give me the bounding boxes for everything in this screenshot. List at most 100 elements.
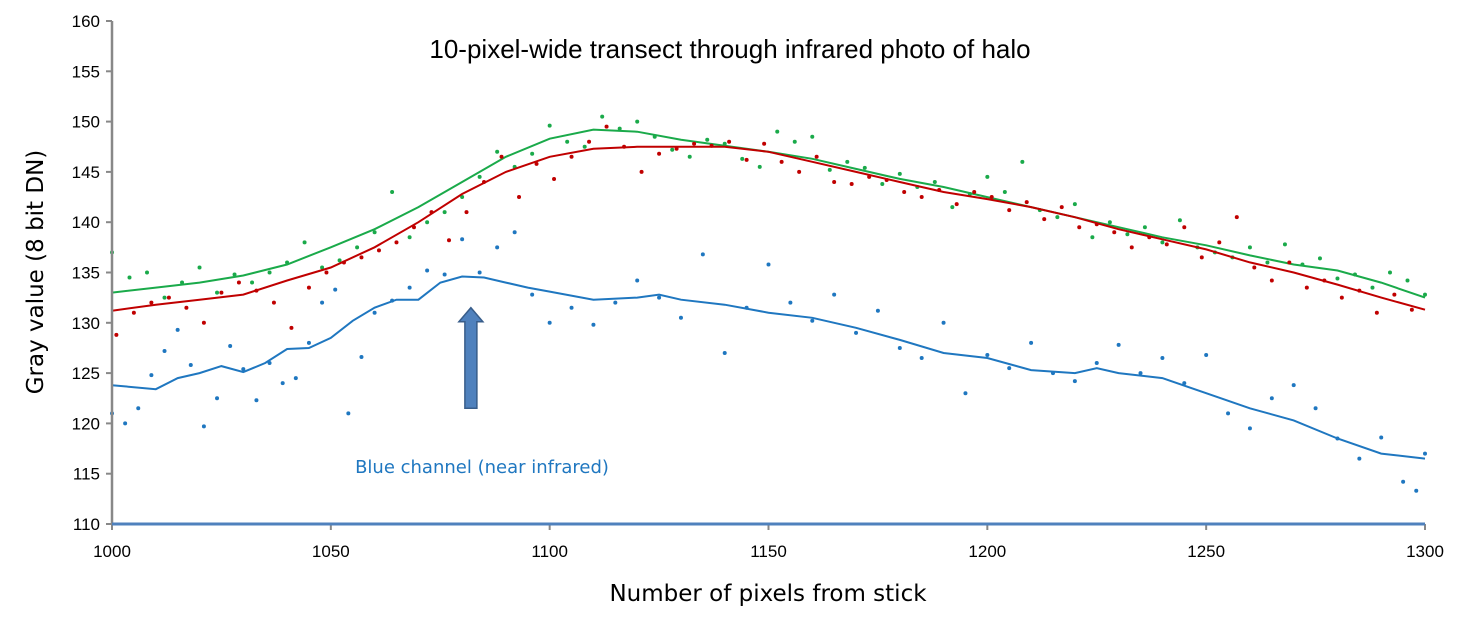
red-point <box>1409 307 1414 312</box>
green-point <box>477 174 482 179</box>
red-point <box>236 280 241 285</box>
red-point <box>1077 225 1082 230</box>
red-point <box>394 240 399 245</box>
x-tick-label: 1200 <box>968 542 1006 561</box>
red-point <box>447 238 452 243</box>
blue-point <box>320 300 325 305</box>
red-point <box>166 295 171 300</box>
green-point <box>1335 276 1340 281</box>
blue-point <box>346 411 351 416</box>
y-tick-label: 145 <box>72 163 100 182</box>
x-tick-label: 1050 <box>312 542 350 561</box>
red-point <box>972 190 977 195</box>
blue-point <box>306 340 311 345</box>
green-point <box>372 230 377 235</box>
green-point <box>232 272 237 277</box>
green-point <box>705 137 710 142</box>
blue-point <box>241 367 246 372</box>
red-point <box>1252 265 1257 270</box>
blue-point <box>495 245 500 250</box>
red-point <box>1112 230 1117 235</box>
red-point <box>1024 200 1029 205</box>
annotation-label: Blue channel (near infrared) <box>355 457 609 478</box>
blue-point <box>722 350 727 355</box>
red-point <box>184 305 189 310</box>
y-tick-label: 110 <box>73 515 100 534</box>
green-point <box>1423 292 1427 297</box>
green-point <box>320 265 325 270</box>
blue-point <box>635 278 640 283</box>
red-point <box>832 179 837 184</box>
green-point <box>1247 245 1252 250</box>
red-point <box>604 124 609 129</box>
red-point <box>271 300 276 305</box>
green-point <box>617 126 622 131</box>
green-point <box>827 167 832 172</box>
blue-point <box>897 345 902 350</box>
red-point <box>201 320 206 325</box>
red-point <box>919 195 924 200</box>
green-point <box>337 258 342 263</box>
green-point <box>1125 232 1130 237</box>
red-point <box>464 210 469 215</box>
green-point <box>1160 240 1165 245</box>
green-point <box>775 129 780 134</box>
green-point <box>407 235 412 240</box>
green-point <box>1405 278 1410 283</box>
green-point <box>950 205 955 210</box>
blue-point <box>832 292 837 297</box>
blue-point <box>1072 379 1077 384</box>
green-point <box>740 156 745 161</box>
blue-smoothed-line <box>111 275 1426 460</box>
blue-point <box>1247 426 1252 431</box>
red-point <box>727 139 732 144</box>
blue-point <box>1401 479 1406 484</box>
green-point <box>1177 218 1182 223</box>
blue-point <box>333 287 338 292</box>
plot-area <box>110 114 1427 493</box>
x-tick-label: 1000 <box>93 542 131 561</box>
green-point <box>1387 270 1392 275</box>
blue-point <box>175 327 180 332</box>
red-point <box>1199 255 1204 260</box>
blue-point <box>136 406 141 411</box>
blue-point <box>1160 356 1165 361</box>
blue-point <box>254 398 259 403</box>
green-point <box>845 159 850 164</box>
green-point <box>1090 235 1095 240</box>
red-point <box>657 151 662 156</box>
red-point <box>797 169 802 174</box>
green-point <box>267 270 272 275</box>
blue-point <box>1291 383 1296 388</box>
red-point <box>1392 292 1397 297</box>
green-point <box>897 171 902 176</box>
red-point <box>1287 260 1292 265</box>
green-point <box>390 190 395 195</box>
green-point <box>1317 256 1322 261</box>
red-point <box>1217 240 1222 245</box>
blue-point <box>1313 406 1318 411</box>
blue-point <box>766 262 771 267</box>
red-point <box>849 181 854 186</box>
blue-point <box>530 292 535 297</box>
blue-point <box>425 268 430 273</box>
blue-point <box>1138 371 1143 376</box>
green-point <box>302 240 307 245</box>
red-smoothed-line <box>111 145 1426 312</box>
green-point <box>495 149 500 154</box>
red-point <box>149 300 154 305</box>
red-point <box>324 270 329 275</box>
green-point <box>757 164 762 169</box>
red-point <box>114 332 119 337</box>
blue-point <box>188 363 193 368</box>
y-tick-label: 150 <box>72 113 100 132</box>
green-point <box>145 270 150 275</box>
green-point <box>582 144 587 149</box>
green-point <box>1370 285 1375 290</box>
red-point <box>534 161 539 166</box>
x-tick-label: 1300 <box>1406 542 1444 561</box>
green-point <box>670 147 675 152</box>
blue-point <box>875 308 880 313</box>
red-point <box>306 285 311 290</box>
blue-point <box>941 320 946 325</box>
